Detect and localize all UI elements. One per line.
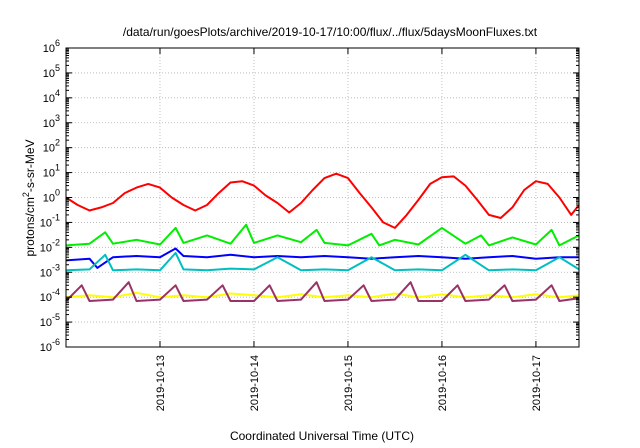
y-tick-exp: -5 xyxy=(52,312,60,322)
y-tick-base: 10 xyxy=(43,68,55,80)
y-axis: 10-610-510-410-310-210-11001011021031041… xyxy=(40,38,579,354)
y-tick-exp: 2 xyxy=(55,138,60,148)
x-tick-label: 2019-10-15 xyxy=(343,355,355,411)
y-tick-base: 10 xyxy=(43,118,55,130)
y-tick-base: 10 xyxy=(40,317,52,329)
y-tick-exp: -1 xyxy=(52,212,60,222)
x-tick-label: 2019-10-16 xyxy=(437,355,449,411)
y-tick-exp: 1 xyxy=(55,163,60,173)
y-tick-exp: 5 xyxy=(55,63,60,73)
y-tick-label: 10-3 xyxy=(40,262,60,279)
series-line-3 xyxy=(65,247,579,269)
series-line-6 xyxy=(65,281,580,302)
series-line-1 xyxy=(65,172,580,229)
y-tick-exp: -2 xyxy=(52,237,60,247)
x-axis-label: Coordinated Universal Time (UTC) xyxy=(230,429,414,443)
series-line-5 xyxy=(65,291,580,299)
y-axis-label-sup: 2 xyxy=(21,192,31,197)
y-tick-base: 10 xyxy=(43,93,55,105)
y-tick-base: 10 xyxy=(43,193,55,205)
x-tick-label: 2019-10-13 xyxy=(155,355,167,411)
y-tick-label: 106 xyxy=(43,38,60,55)
y-tick-base: 10 xyxy=(40,267,52,279)
y-tick-base: 10 xyxy=(40,292,52,304)
y-tick-base: 10 xyxy=(43,168,55,180)
y-tick-exp: 3 xyxy=(55,113,60,123)
x-axis: 2019-10-13 2019-10-14 2019-10-15 2019-10-16… xyxy=(155,48,543,411)
y-tick-exp: 6 xyxy=(55,38,60,48)
y-tick-label: 10-1 xyxy=(40,212,60,229)
y-tick-base: 10 xyxy=(40,342,52,354)
y-tick-label: 10-2 xyxy=(40,237,60,254)
series-group xyxy=(65,172,580,302)
y-tick-label: 100 xyxy=(43,188,60,205)
y-axis-label: protons/cm2-s-sr-MeV xyxy=(21,139,37,256)
y-tick-label: 105 xyxy=(43,63,60,80)
y-tick-label: 10-6 xyxy=(40,337,60,354)
series-line-2 xyxy=(65,223,580,247)
chart-title: /data/run/goesPlots/archive/2019-10-17/1… xyxy=(123,25,538,39)
y-tick-exp: 4 xyxy=(55,88,60,98)
y-tick-label: 102 xyxy=(43,138,60,155)
y-tick-base: 10 xyxy=(40,242,52,254)
y-tick-label: 103 xyxy=(43,113,60,130)
y-tick-label: 104 xyxy=(43,88,60,105)
y-tick-base: 10 xyxy=(40,217,52,229)
series-line-4 xyxy=(65,251,580,272)
y-tick-base: 10 xyxy=(43,143,55,155)
y-axis-label-prefix: protons/cm xyxy=(23,197,37,256)
y-tick-label: 10-4 xyxy=(40,287,60,304)
y-tick-exp: -4 xyxy=(52,287,60,297)
x-tick-label: 2019-10-14 xyxy=(249,355,261,411)
y-tick-label: 10-5 xyxy=(40,312,60,329)
y-tick-exp: -3 xyxy=(52,262,60,272)
y-tick-exp: 0 xyxy=(55,188,60,198)
y-tick-base: 10 xyxy=(43,43,55,55)
y-axis-label-suffix: -s-sr-MeV xyxy=(23,139,37,192)
y-tick-exp: -6 xyxy=(52,337,60,347)
x-tick-label: 2019-10-17 xyxy=(531,355,543,411)
y-tick-label: 101 xyxy=(43,163,60,180)
